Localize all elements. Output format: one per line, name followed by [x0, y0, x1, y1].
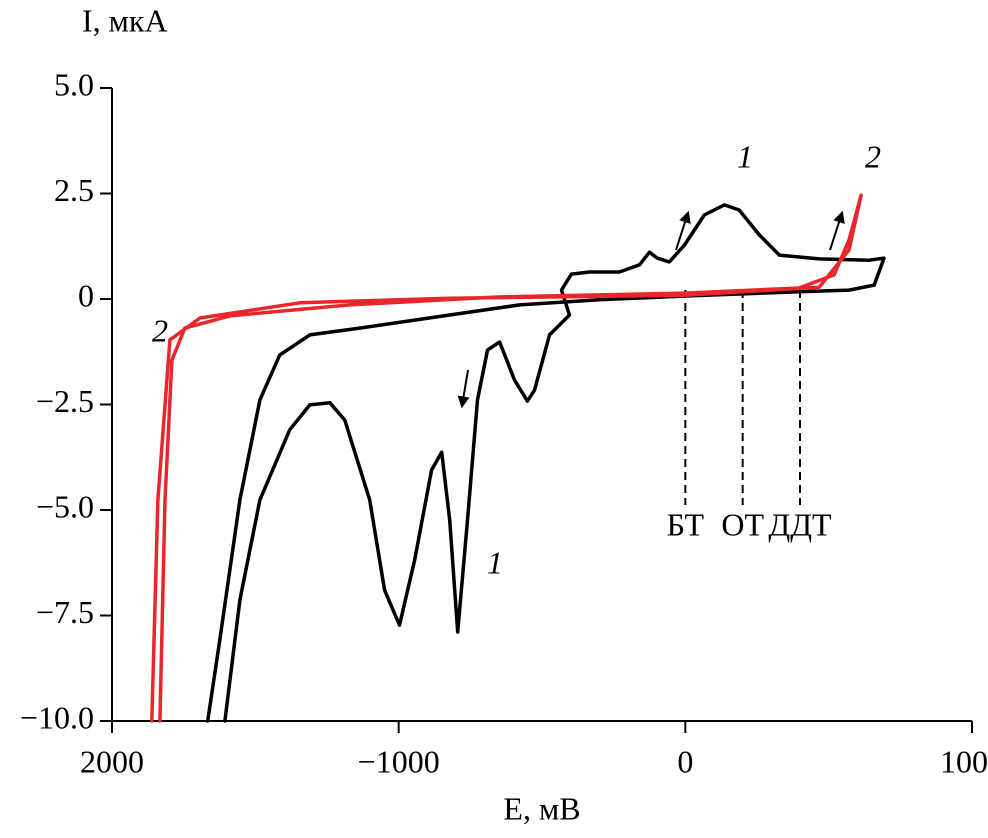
arrow	[675, 210, 691, 251]
curve-label: 1	[737, 138, 753, 174]
curve	[150, 193, 863, 723]
x-tick-label: 2000	[80, 743, 144, 779]
curve-label: 2	[865, 138, 881, 174]
y-tick-label: −7.5	[36, 594, 94, 630]
x-tick-label: 0	[677, 743, 693, 779]
curve-label: 1	[487, 544, 503, 580]
reference-label: БТ	[667, 506, 705, 542]
y-axis-label: I, мкА	[82, 2, 168, 38]
y-tick-label: −5.0	[36, 488, 94, 524]
y-tick-label: 2.5	[54, 172, 94, 208]
y-tick-label: 5.0	[54, 66, 94, 102]
y-tick-label: 0	[78, 277, 94, 313]
reference-label: ДДТ	[768, 506, 832, 542]
y-tick-label: −10.0	[20, 699, 94, 735]
x-axis-label: E, мВ	[503, 790, 580, 826]
x-tick-label: 1000	[940, 743, 988, 779]
arrow	[829, 210, 845, 251]
reference-label: ОТ	[721, 506, 764, 542]
curve	[205, 203, 886, 723]
x-tick-label: −1000	[358, 743, 440, 779]
curve-label: 2	[152, 312, 168, 348]
arrow	[457, 369, 470, 409]
y-tick-label: −2.5	[36, 383, 94, 419]
